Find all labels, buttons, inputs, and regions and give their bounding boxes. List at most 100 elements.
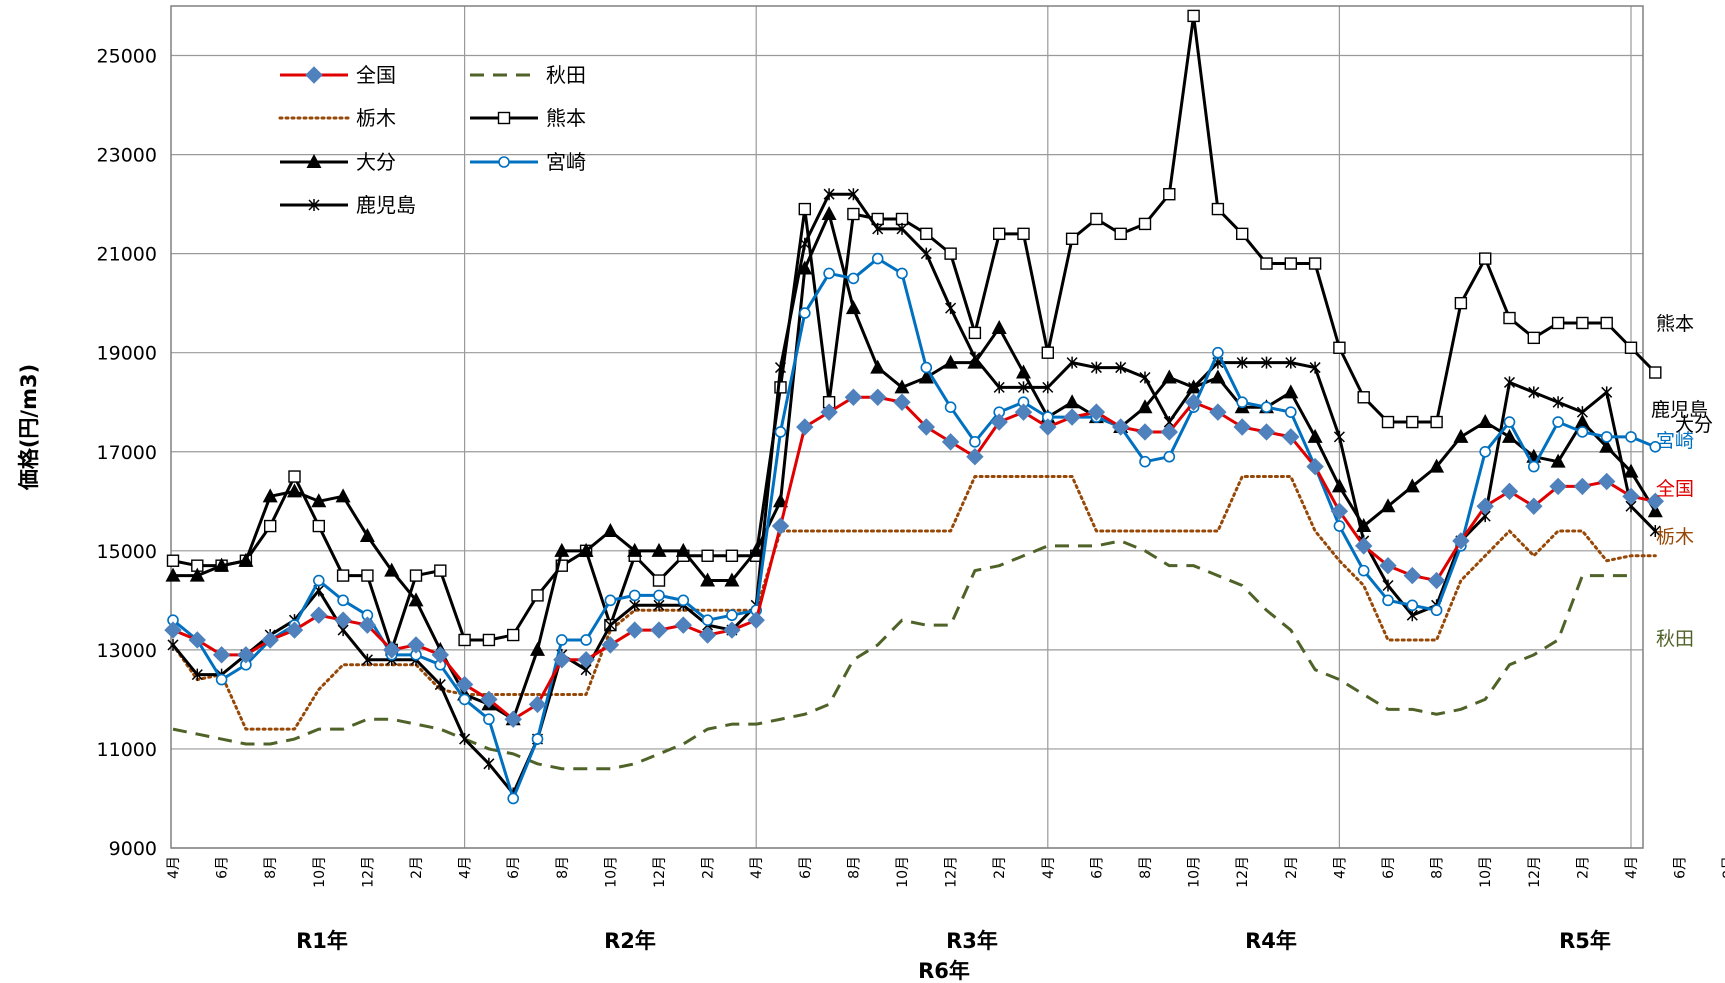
legend-label: 全国 — [356, 63, 396, 87]
data-point — [1260, 401, 1273, 413]
data-point — [1236, 356, 1248, 369]
data-point — [1552, 416, 1564, 428]
data-point — [335, 488, 351, 503]
data-point — [237, 646, 255, 664]
data-point — [1115, 361, 1127, 374]
data-point — [1137, 399, 1153, 414]
data-point — [1623, 463, 1639, 478]
period-label: R1年 — [296, 929, 348, 953]
data-point — [1427, 571, 1446, 590]
data-point — [1210, 369, 1226, 384]
data-point — [1160, 423, 1179, 441]
data-point — [1647, 503, 1663, 518]
data-point — [555, 559, 568, 572]
end-label-栃木: 栃木 — [1656, 526, 1694, 548]
data-point — [698, 626, 717, 644]
data-point — [1404, 478, 1420, 493]
x-tick-label: 8月 — [846, 856, 862, 879]
data-point — [1430, 604, 1443, 617]
data-point — [578, 542, 594, 557]
data-point — [384, 562, 400, 577]
x-tick-label: 12月 — [360, 856, 376, 888]
data-point — [943, 354, 959, 369]
x-tick-label: 6月 — [1381, 856, 1397, 879]
data-point — [601, 636, 620, 654]
legend-label: 鹿児島 — [356, 193, 416, 217]
data-point — [530, 641, 545, 656]
data-point — [725, 549, 739, 562]
data-point — [896, 222, 908, 235]
data-point — [1233, 418, 1251, 436]
data-point — [261, 631, 279, 649]
data-point — [604, 594, 617, 607]
data-point — [1550, 453, 1566, 468]
data-point — [504, 710, 522, 728]
data-point — [993, 381, 1005, 394]
y-tick-label: 19000 — [97, 343, 157, 365]
data-point — [1379, 556, 1397, 575]
data-point — [1649, 525, 1661, 538]
end-label-宮崎: 宮崎 — [1656, 430, 1694, 452]
legend-item: 宮崎 — [470, 150, 586, 174]
data-point — [844, 388, 863, 406]
data-point — [1260, 257, 1273, 270]
data-point — [625, 621, 644, 639]
x-tick-label: 8月 — [1721, 856, 1725, 879]
data-point — [1478, 252, 1492, 265]
y-tick-label: 11000 — [97, 739, 157, 761]
x-tick-label: 10月 — [1187, 856, 1203, 888]
data-point — [482, 633, 496, 647]
data-point — [1601, 386, 1613, 399]
data-point — [1017, 227, 1030, 241]
data-point — [604, 619, 616, 632]
data-point — [167, 638, 179, 651]
legend-label: 栃木 — [356, 106, 396, 130]
data-point — [1260, 356, 1273, 369]
data-point — [1380, 498, 1396, 513]
data-point — [1622, 487, 1640, 506]
data-point — [726, 609, 738, 622]
data-point — [944, 401, 957, 413]
data-point — [1331, 478, 1347, 493]
data-point — [1017, 381, 1030, 394]
series-line — [171, 257, 1657, 800]
legend-label: 熊本 — [546, 106, 586, 130]
data-point — [308, 199, 320, 211]
data-point — [1014, 403, 1033, 421]
x-tick-label: 2月 — [992, 856, 1008, 879]
legend-item: 全国 — [280, 63, 396, 87]
x-tick-label: 12月 — [652, 856, 668, 888]
data-point — [1016, 364, 1031, 379]
data-point — [941, 433, 960, 451]
data-point — [497, 111, 511, 125]
data-point — [1330, 502, 1349, 520]
data-point — [1382, 579, 1394, 592]
data-point — [945, 302, 957, 315]
data-point — [498, 156, 510, 168]
data-point — [459, 733, 471, 746]
end-label-秋田: 秋田 — [1656, 628, 1694, 650]
data-point — [382, 641, 401, 659]
end-label-大分: 大分 — [1675, 414, 1713, 436]
data-point — [531, 733, 544, 745]
data-point — [917, 418, 936, 436]
data-point — [580, 634, 592, 646]
data-point — [701, 614, 714, 626]
legend-item: 熊本 — [470, 106, 586, 130]
data-point — [1333, 341, 1346, 354]
data-point — [359, 527, 375, 542]
x-tick-label: 6月 — [215, 856, 231, 879]
x-tick-label: 6月 — [798, 856, 814, 879]
data-point — [1354, 537, 1373, 555]
data-point — [1649, 366, 1662, 379]
data-point — [189, 567, 205, 582]
data-point — [1528, 460, 1540, 473]
x-tick-label: 6月 — [1089, 856, 1105, 879]
x-tick-label: 4月 — [1624, 856, 1640, 879]
data-point — [1087, 403, 1106, 421]
data-point — [358, 616, 377, 634]
data-point — [528, 695, 547, 714]
data-point — [1357, 391, 1370, 404]
data-point — [577, 651, 595, 669]
